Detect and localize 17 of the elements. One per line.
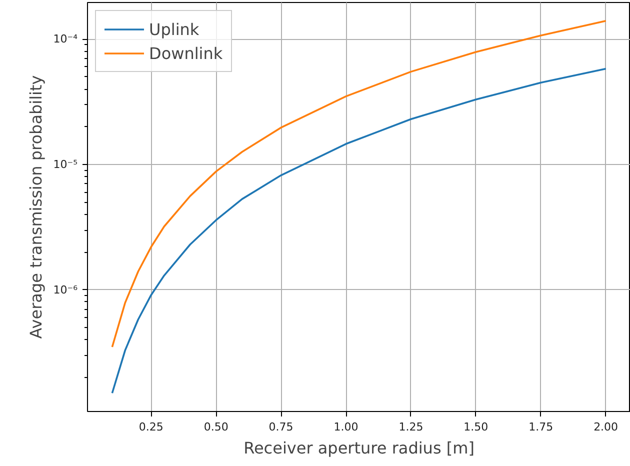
y-tick-label: 10⁻⁵ (53, 158, 78, 171)
x-axis-title: Receiver aperture radius [m] (244, 438, 474, 458)
y-tick-label: 10⁻⁶ (53, 283, 78, 296)
x-tick-label: 1.00 (334, 420, 358, 434)
x-tick-label: 2.00 (594, 420, 618, 434)
legend-label: Downlink (149, 44, 223, 62)
x-tick-label: 0.75 (268, 420, 294, 434)
x-tick-label: 1.50 (464, 420, 488, 434)
legend-label: Uplink (149, 20, 200, 38)
x-tick-label: 0.25 (138, 420, 164, 434)
y-axis-title: Average transmission probability (26, 75, 46, 339)
line-series (111, 68, 607, 394)
x-tick-label: 0.50 (204, 420, 228, 434)
line-series (111, 20, 607, 348)
x-tick-label: 1.25 (398, 420, 424, 434)
x-tick-label: 1.75 (528, 420, 554, 434)
y-tick-label: 10⁻⁴ (53, 32, 78, 46)
